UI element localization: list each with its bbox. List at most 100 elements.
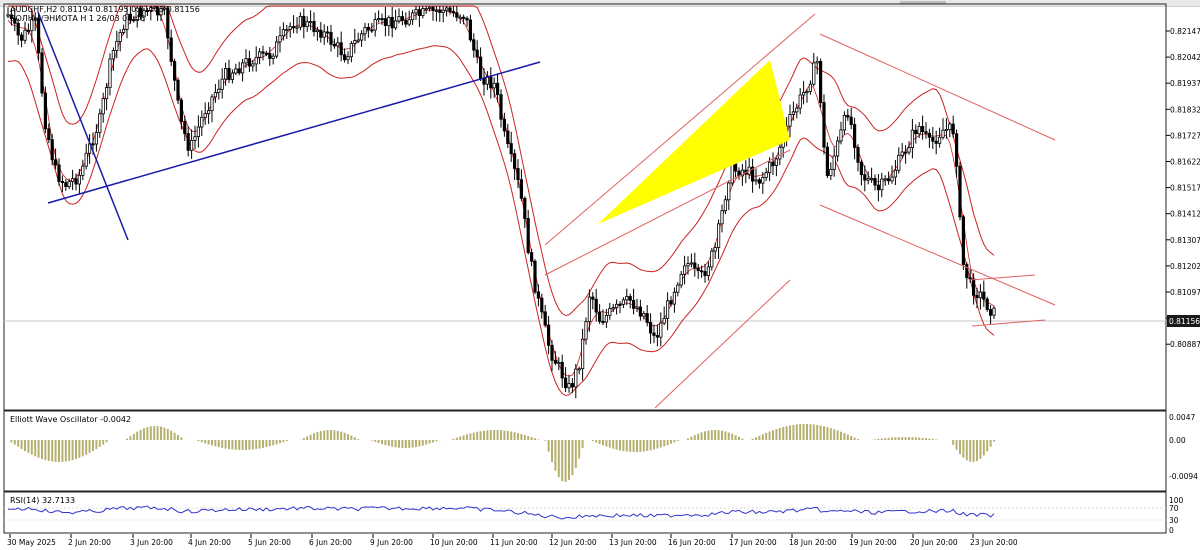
candle-body (975, 294, 979, 299)
candle-body (604, 314, 609, 323)
candle-body (547, 324, 551, 346)
candle-body (149, 7, 153, 11)
candle-body (856, 147, 860, 163)
candle-body (771, 161, 775, 166)
candle-body (873, 178, 877, 186)
candle-body (805, 91, 809, 94)
candle-body (982, 291, 986, 300)
rsi-tick-label: 30 (1169, 516, 1179, 525)
candle-body (264, 52, 269, 55)
candle-body (230, 72, 234, 80)
candle-body (550, 344, 554, 361)
candle-body (26, 29, 31, 32)
time-tick-label: 13 Jun 20:00 (609, 538, 657, 547)
candle-body (625, 296, 629, 301)
candle-body (751, 166, 755, 182)
candle-body (961, 216, 966, 265)
candle-body (336, 42, 340, 47)
candle-body (662, 317, 666, 324)
price-tick-label: 0.82042 (1170, 53, 1200, 62)
candle-body (376, 18, 381, 21)
candle-body (370, 29, 374, 32)
candle-body (564, 377, 568, 389)
candle-body (254, 56, 258, 65)
candle-body (774, 158, 779, 166)
candle-body (404, 19, 408, 25)
candle-body (533, 260, 537, 293)
rsi-label: RSI(14) 32.7133 (10, 496, 75, 505)
candle-body (40, 52, 44, 94)
candle-body (587, 296, 592, 323)
time-tick-label: 17 Jun 20:00 (729, 538, 777, 547)
candle-body (618, 303, 622, 306)
candle-body (417, 9, 422, 16)
candle-body (203, 113, 207, 118)
current-price-value: 0.81156 (1169, 317, 1200, 326)
candle-body (91, 143, 95, 146)
candle-body (458, 16, 462, 19)
candle-body (295, 26, 299, 29)
candle-body (700, 270, 704, 273)
candle-body (111, 50, 115, 60)
wedge-bottom-line (971, 319, 1046, 327)
candle-body (672, 291, 677, 305)
candle-body (302, 15, 306, 28)
candle-body (366, 26, 371, 31)
time-tick-label: 11 Jun 20:00 (490, 538, 538, 547)
candle-body (812, 62, 816, 85)
candle-body (594, 298, 598, 313)
candle-body (832, 155, 836, 170)
candle-body (989, 309, 993, 316)
candle-body (829, 168, 833, 177)
candle-body (393, 20, 398, 29)
rsi-tick-label: 0 (1169, 526, 1174, 535)
candle-body (237, 68, 241, 74)
price-tick-label: 0.81202 (1170, 262, 1200, 271)
candle-body (451, 11, 456, 14)
candle-body (506, 130, 510, 144)
price-tick-label: 0.81412 (1170, 210, 1200, 219)
candle-body (591, 296, 595, 300)
candle-body (176, 79, 180, 101)
candle-body (424, 8, 428, 11)
candles-group (6, 6, 996, 399)
lower-channel-line (654, 279, 791, 409)
candle-body (893, 169, 898, 178)
candle-body (431, 6, 435, 11)
price-tick-label: 0.81097 (1170, 288, 1200, 297)
candle-body (288, 26, 292, 30)
candle-body (356, 39, 360, 42)
candle-body (955, 133, 959, 167)
candle-body (693, 262, 697, 269)
candle-body (179, 99, 183, 122)
candle-body (468, 19, 473, 41)
candle-body (601, 321, 605, 324)
candle-body (169, 37, 173, 62)
chart-drawings[interactable] (37, 11, 1056, 409)
ewo-label: Elliott Wave Oscillator -0.0042 (10, 415, 131, 424)
candle-body (47, 128, 51, 141)
candle-body (349, 43, 354, 58)
ascending-trendline (47, 61, 541, 204)
rsi-panel-frame (3, 491, 1167, 534)
candle-body (825, 146, 830, 177)
candle-body (553, 359, 558, 364)
candle-body (968, 277, 972, 280)
candle-body (489, 75, 493, 89)
candle-body (635, 306, 639, 309)
top-bar-marker (900, 1, 946, 4)
candle-body (686, 263, 690, 267)
candle-body (339, 42, 343, 56)
candle-body (849, 116, 853, 125)
candle-body (815, 61, 819, 64)
candle-body (757, 179, 762, 184)
candle-body (570, 383, 575, 388)
candle-body (931, 136, 935, 142)
candle-body (71, 178, 75, 182)
candle-body (186, 133, 190, 151)
candle-body (887, 178, 891, 182)
candle-body (965, 264, 969, 279)
candle-body (220, 78, 224, 90)
candle-body (359, 33, 364, 41)
